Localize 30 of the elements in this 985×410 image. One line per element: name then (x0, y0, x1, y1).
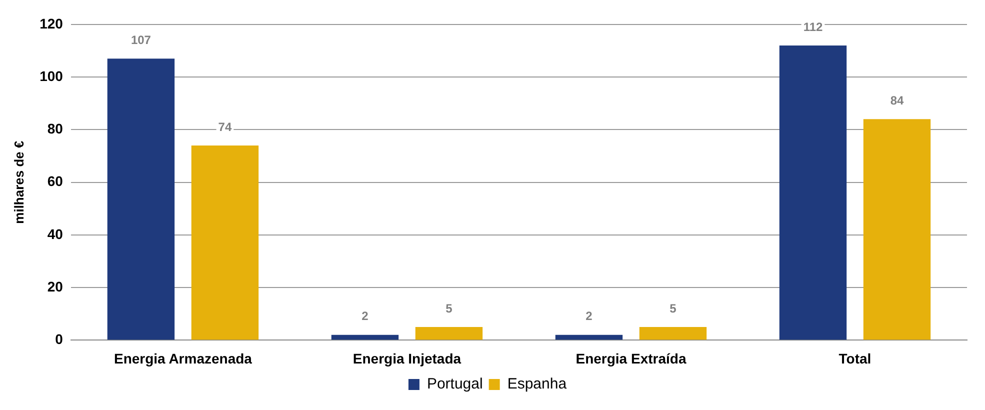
bar (415, 327, 483, 340)
data-label: 74 (218, 120, 232, 134)
data-label: 2 (586, 309, 593, 324)
x-tick-label: Energia Armazenada (114, 350, 252, 366)
legend-label: Espanha (507, 376, 568, 393)
data-label: 5 (446, 301, 453, 316)
y-tick-label: 0 (55, 331, 64, 348)
bar (107, 58, 175, 340)
x-tick-label: Energia Injetada (352, 350, 462, 366)
y-tick-label: 120 (40, 15, 64, 32)
y-tick-label: 80 (47, 120, 64, 137)
x-tick-label: Total (838, 350, 872, 366)
y-tick-label: 100 (40, 68, 64, 84)
bar (555, 334, 623, 340)
y-tick-label: 40 (47, 226, 64, 242)
data-label: 5 (670, 301, 677, 316)
y-tick-label: 60 (47, 173, 64, 190)
bar (331, 334, 399, 340)
y-tick-label: 20 (47, 278, 64, 294)
bar (779, 45, 847, 340)
data-label: 107 (130, 32, 152, 47)
data-label: 112 (803, 20, 823, 34)
legend-label: Portugal (426, 376, 483, 393)
data-label: 2 (362, 309, 369, 324)
bar (863, 119, 931, 340)
x-tick-label: Energia Extraída (576, 350, 686, 366)
y-axis-title: milhares de € (11, 140, 26, 224)
data-label: 84 (890, 93, 904, 108)
bar (639, 327, 707, 340)
bar (191, 145, 259, 340)
